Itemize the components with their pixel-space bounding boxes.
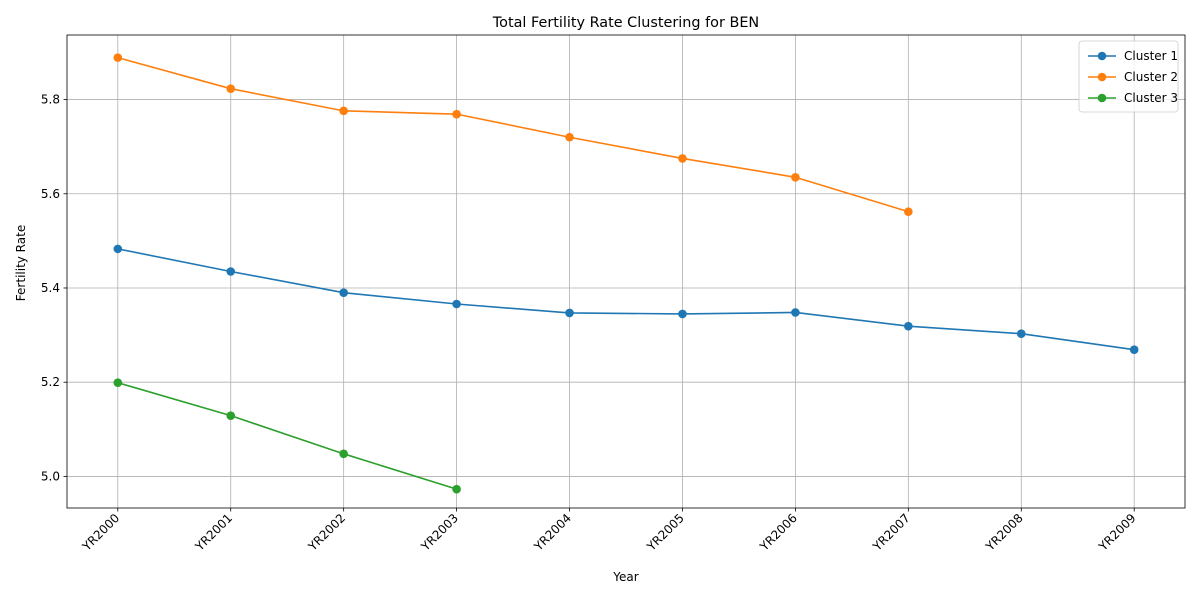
- data-point: [339, 106, 348, 116]
- data-point: [452, 299, 461, 309]
- series-line: [117, 248, 1135, 351]
- x-tick-label: YR2000: [79, 511, 122, 554]
- data-point: [904, 321, 913, 331]
- data-point: [226, 84, 236, 94]
- grid-lines: [67, 35, 1185, 508]
- x-tick-label: YR2008: [982, 511, 1025, 554]
- series-line: [117, 56, 909, 213]
- y-axis-label: Fertility Rate: [14, 225, 28, 301]
- data-point: [678, 309, 687, 319]
- x-tick-label: YR2002: [305, 511, 348, 554]
- data-point: [339, 449, 348, 459]
- x-tick-label: YR2006: [757, 511, 800, 554]
- data-point: [791, 172, 800, 182]
- legend-label: Cluster 3: [1124, 91, 1178, 105]
- x-tick-label: YR2009: [1095, 511, 1138, 554]
- plot-frame: [66, 34, 1186, 509]
- y-tick-label: 5.8: [41, 93, 60, 107]
- data-point: [113, 378, 123, 387]
- x-axis-label: Year: [612, 570, 638, 584]
- x-tick-label: YR2003: [418, 511, 461, 554]
- y-tick-label: 5.6: [41, 187, 60, 201]
- legend-marker: [1097, 51, 1107, 61]
- legend-marker: [1097, 93, 1107, 103]
- legend-label: Cluster 2: [1124, 70, 1178, 84]
- data-point: [791, 308, 800, 317]
- data-point: [113, 244, 123, 254]
- data-point: [113, 53, 123, 62]
- series-layer: [113, 53, 1139, 494]
- legend: Cluster 1 Cluster 2 Cluster 3: [1078, 40, 1179, 113]
- data-point: [565, 132, 574, 142]
- legend-marker: [1097, 72, 1107, 82]
- data-point: [1129, 345, 1139, 355]
- data-point: [565, 308, 574, 318]
- series-cluster-3: [113, 378, 461, 494]
- data-point: [226, 267, 236, 276]
- data-point: [339, 288, 348, 298]
- x-tick-label: YR2005: [644, 511, 687, 554]
- series-cluster-1: [113, 244, 1139, 355]
- data-point: [452, 484, 461, 494]
- x-tick-label: YR2007: [870, 511, 913, 554]
- x-tick-label: YR2001: [192, 511, 235, 554]
- y-tick-label: 5.0: [41, 469, 60, 483]
- chart-title: Total Fertility Rate Clustering for BEN: [492, 15, 759, 31]
- data-point: [226, 411, 236, 420]
- data-point: [904, 207, 913, 216]
- data-point: [452, 109, 461, 119]
- y-axis-ticks: 5.0 5.2 5.4 5.6 5.8: [41, 93, 67, 483]
- x-tick-label: YR2004: [531, 511, 574, 554]
- data-point: [1016, 329, 1026, 338]
- series-cluster-2: [113, 53, 913, 216]
- data-point: [678, 154, 687, 163]
- y-tick-label: 5.2: [41, 375, 60, 389]
- legend-label: Cluster 1: [1124, 49, 1178, 63]
- x-axis-ticks: YR2000 YR2001 YR2002 YR2003 YR2004 YR2005 YR20…: [79, 508, 1139, 554]
- y-tick-label: 5.4: [41, 281, 60, 295]
- series-line: [117, 381, 457, 490]
